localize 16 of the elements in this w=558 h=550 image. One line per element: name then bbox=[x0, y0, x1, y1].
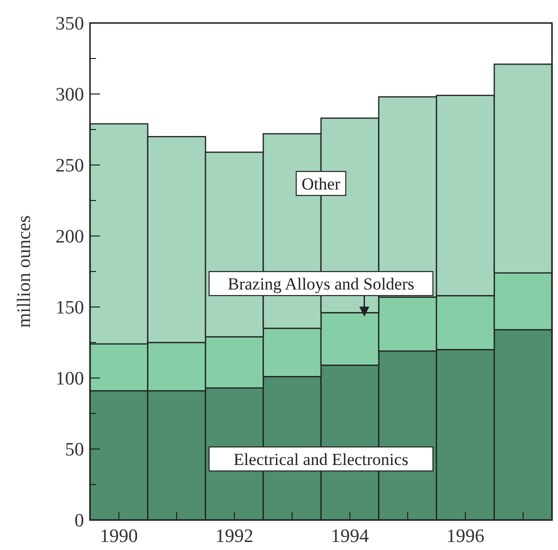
series-label: Electrical and Electronics bbox=[234, 450, 408, 469]
y-tick-label: 50 bbox=[65, 440, 84, 461]
y-tick-label: 200 bbox=[56, 226, 84, 248]
x-tick-label: 1990 bbox=[100, 526, 138, 547]
x-tick-label: 1992 bbox=[215, 526, 254, 547]
y-tick-label: 250 bbox=[56, 156, 84, 177]
x-tick-label: 1994 bbox=[330, 526, 370, 547]
y-tick-label: 300 bbox=[56, 84, 84, 106]
y-tick-label: 100 bbox=[56, 368, 84, 390]
y-axis-title: million ounces bbox=[14, 215, 35, 328]
x-tick-label: 1996 bbox=[446, 526, 484, 547]
y-tick-label: 350 bbox=[56, 14, 84, 35]
y-tick-label: 150 bbox=[56, 298, 84, 319]
series-label: Brazing Alloys and Solders bbox=[228, 274, 414, 294]
series-label: Other bbox=[302, 174, 341, 194]
y-tick-label: 0 bbox=[74, 510, 84, 532]
